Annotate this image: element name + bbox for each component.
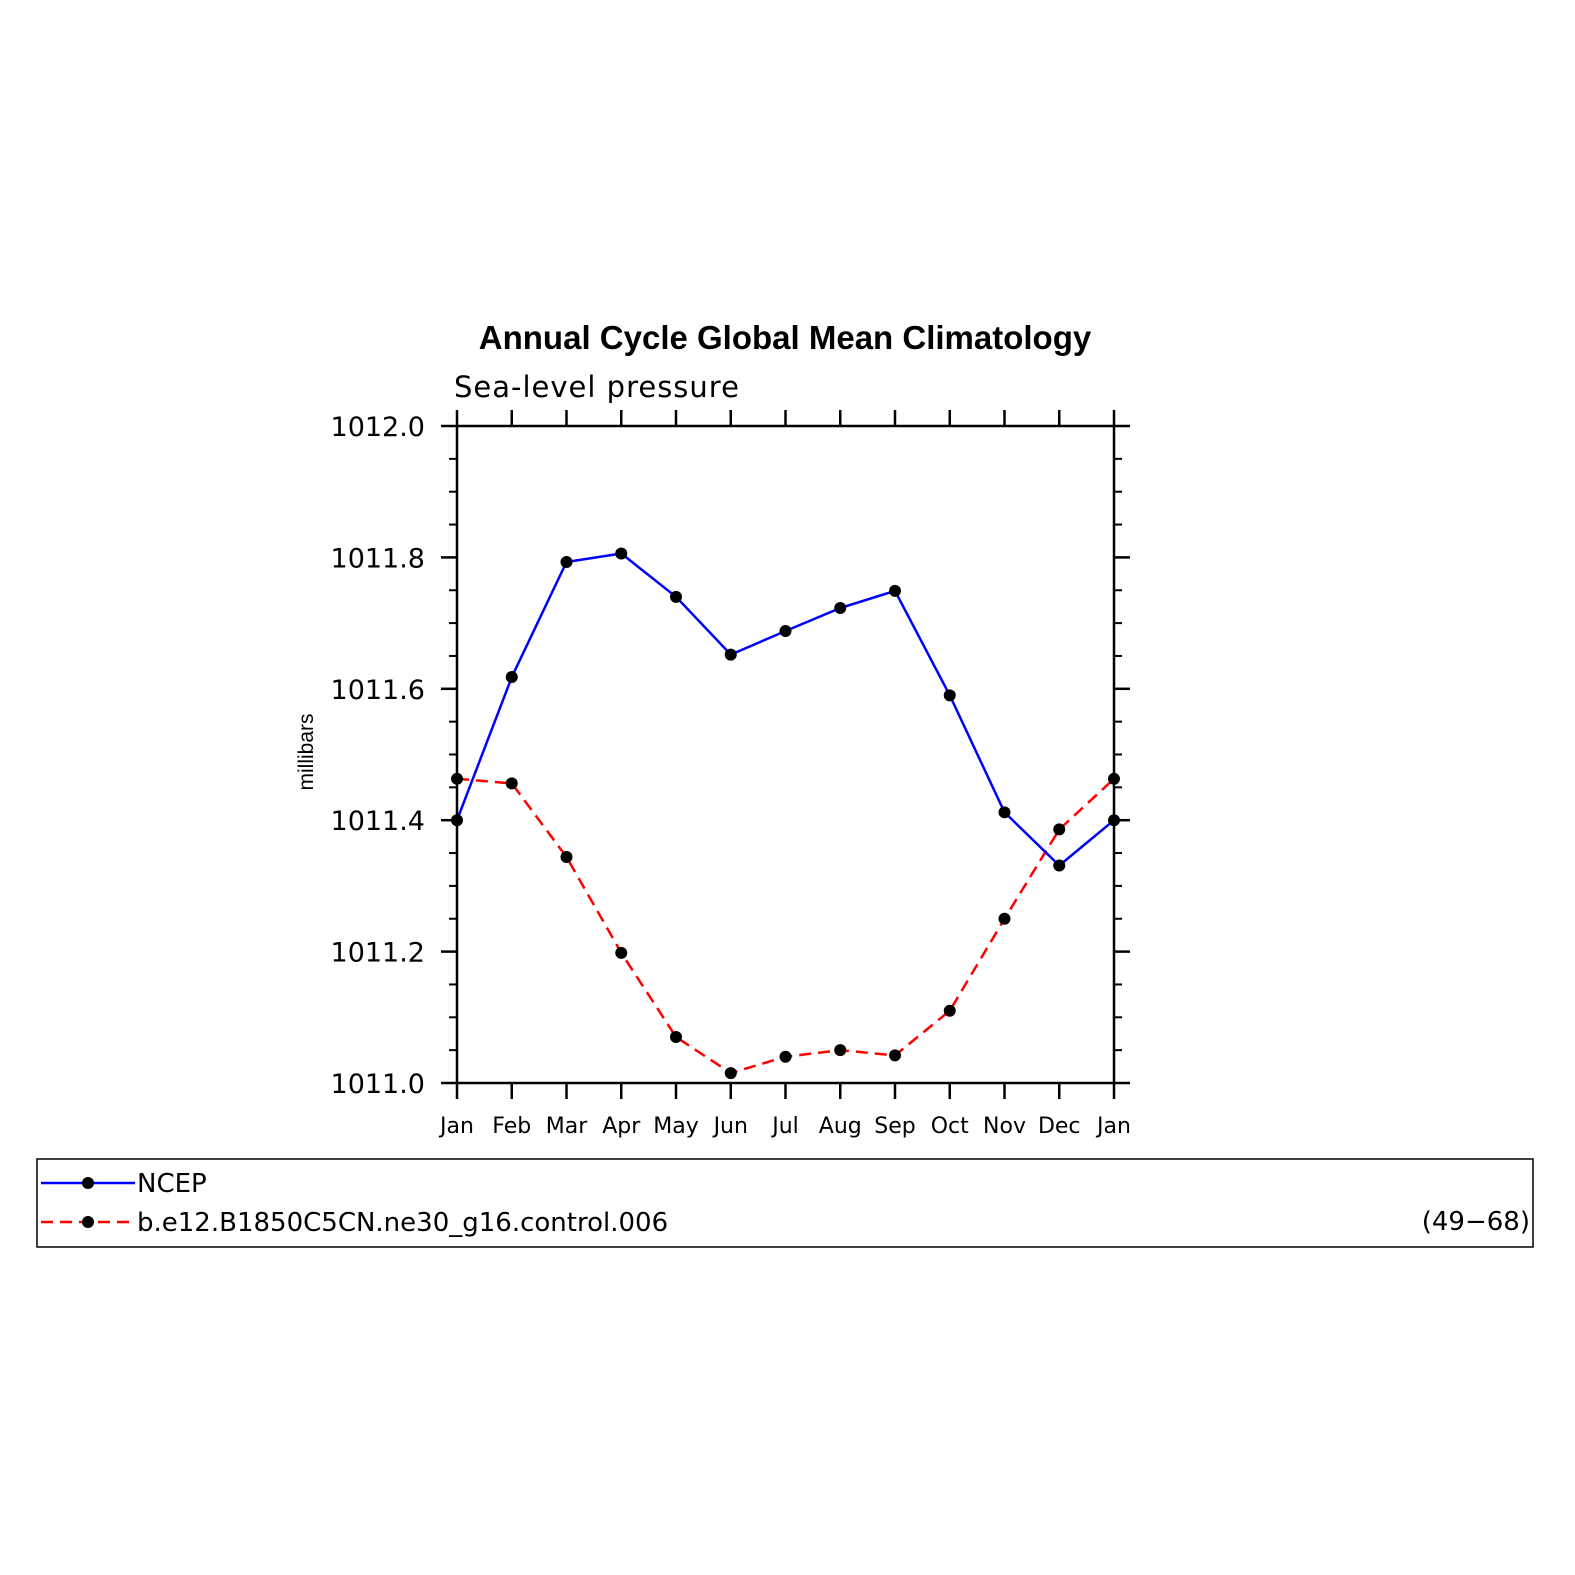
x-tick-label: Oct (931, 1114, 969, 1139)
x-tick-label: May (653, 1114, 698, 1139)
data-point (615, 946, 628, 959)
legend-marker (82, 1216, 94, 1228)
data-point (779, 1050, 792, 1063)
x-tick-label: Sep (874, 1114, 915, 1139)
x-tick-label: Feb (492, 1114, 531, 1139)
data-point (998, 806, 1011, 819)
x-tick-label: Jan (438, 1114, 474, 1139)
data-point (724, 648, 737, 661)
x-tick-label: Aug (819, 1114, 862, 1139)
data-point (998, 912, 1011, 925)
data-point (834, 601, 847, 614)
y-tick-label: 1011.8 (331, 543, 425, 574)
data-point (889, 1049, 901, 1062)
x-tick-label: Jul (770, 1114, 799, 1139)
legend-label: b.e12.B1850C5CN.ne30_g16.control.006 (137, 1208, 668, 1238)
chart-title: Annual Cycle Global Mean Climatology (479, 319, 1092, 356)
x-tick-label: Jan (1095, 1114, 1131, 1139)
data-point (505, 777, 518, 790)
legend: NCEP b.e12.B1850C5CN.ne30_g16.control.006 (41, 1169, 668, 1238)
data-point (505, 670, 518, 683)
y-tick-label: 1011.4 (331, 806, 425, 837)
data-point (1108, 772, 1120, 785)
series-layer (451, 547, 1120, 1080)
x-tick-label: Apr (602, 1114, 641, 1139)
x-tick-label: Nov (983, 1114, 1026, 1139)
y-tick-label: 1011.6 (331, 675, 425, 706)
x-tick-label: Jun (712, 1114, 748, 1139)
legend-box (36, 1158, 1534, 1248)
data-point (670, 590, 682, 603)
chart-subtitle: Sea-level pressure (454, 370, 740, 404)
x-tick-label: Dec (1038, 1114, 1081, 1139)
y-tick-label: 1011.0 (331, 1069, 425, 1100)
legend-label: NCEP (137, 1169, 207, 1199)
plot-axes: 1011.0 1011.2 1011.4 1011.6 1011.8 1012.0 Jan F… (331, 410, 1131, 1139)
data-point (834, 1044, 847, 1057)
data-point (889, 584, 901, 597)
data-point (779, 624, 792, 637)
data-point (1053, 823, 1066, 836)
y-tick-label: 1011.2 (331, 938, 425, 969)
series-line (455, 552, 1115, 867)
data-point (943, 1004, 956, 1017)
data-point (1053, 859, 1066, 872)
year-range-annotation: (49−68) (1422, 1207, 1530, 1237)
data-point (560, 850, 573, 863)
y-axis-label: millibars (295, 713, 318, 790)
data-point (560, 555, 573, 568)
x-tick-label: Mar (546, 1114, 588, 1139)
data-point (670, 1031, 682, 1044)
data-point (451, 814, 463, 827)
data-point (943, 689, 956, 702)
data-point (1108, 814, 1120, 827)
data-point (615, 547, 628, 560)
plot-frame (455, 424, 1116, 1085)
y-tick-label: 1012.0 (331, 412, 425, 443)
legend-marker (82, 1177, 94, 1189)
data-point (451, 772, 463, 785)
data-point (724, 1067, 737, 1080)
